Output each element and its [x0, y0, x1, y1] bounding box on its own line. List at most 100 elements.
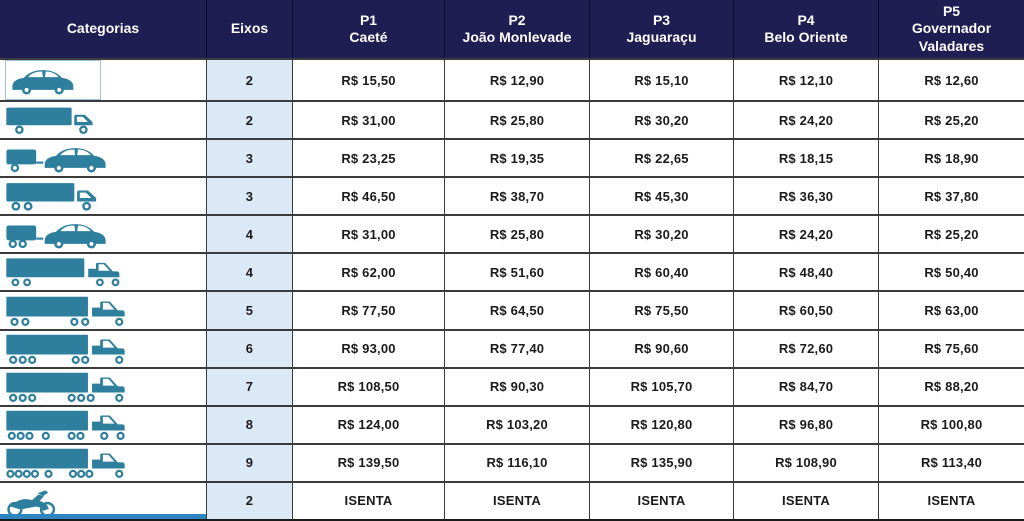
toll-value-cell: R$ 25,80 — [445, 102, 590, 139]
category-cell — [0, 178, 207, 215]
car-trailer-2-icon — [5, 217, 143, 251]
toll-value-cell: R$ 90,60 — [590, 330, 734, 367]
truck-3-icon — [5, 179, 107, 213]
toll-value-cell: R$ 30,20 — [590, 216, 734, 253]
toll-value-cell: R$ 25,80 — [445, 216, 590, 253]
plaza-header-p3: P3 Jaguaraçu — [590, 0, 734, 58]
plaza-name: João Monlevade — [462, 29, 572, 45]
plaza-name: Belo Oriente — [764, 29, 848, 45]
plaza-name: Caeté — [349, 29, 388, 45]
eixos-cell: 7 — [207, 368, 293, 405]
plaza-code: P1 — [359, 11, 378, 28]
toll-value-cell: R$ 37,80 — [924, 188, 979, 204]
header-categorias: Categorias — [0, 0, 207, 58]
table-row: 2 ISENTA ISENTA ISENTA ISENTA ISENTA — [0, 480, 1024, 520]
toll-value-cell: R$ 75,50 — [590, 292, 734, 329]
eixos-cell: 9 — [207, 444, 293, 481]
toll-value-cell: R$ 77,50 — [293, 292, 445, 329]
table-row: 9 R$ 139,50 R$ 116,10 R$ 135,90 R$ 108,90 R$… — [0, 442, 1024, 481]
eixos-cell: 4 — [207, 216, 293, 253]
category-cell — [0, 444, 207, 481]
toll-value-cell: R$ 25,20 — [924, 226, 979, 242]
toll-value-cell: ISENTA — [293, 482, 445, 520]
toll-value-cell: R$ 51,60 — [445, 254, 590, 291]
toll-value-cell: R$ 108,90 — [734, 444, 879, 481]
toll-value-cell: R$ 60,40 — [590, 254, 734, 291]
table-row: 3 R$ 46,50 R$ 38,70 R$ 45,30 R$ 36,30 R$ 37,… — [0, 176, 1024, 215]
eixos-cell: 2 — [207, 482, 293, 520]
plaza-code: P3 — [652, 11, 671, 28]
toll-value-cell: R$ 124,00 — [293, 406, 445, 443]
toll-value-cell: R$ 30,20 — [590, 102, 734, 139]
semi-5-icon — [5, 294, 153, 328]
table-row: 6 R$ 93,00 R$ 77,40 R$ 90,60 R$ 72,60 R$ 75,… — [0, 328, 1024, 367]
category-cell — [0, 254, 207, 291]
toll-value-cell: R$ 62,00 — [293, 254, 445, 291]
table-row: 5 R$ 77,50 R$ 64,50 R$ 75,50 R$ 60,50 R$ 63,… — [0, 290, 1024, 329]
toll-value-cell: R$ 60,50 — [734, 292, 879, 329]
semi-7-icon — [5, 370, 177, 404]
truck-2-icon — [5, 103, 103, 137]
toll-value-cell: R$ 31,00 — [293, 102, 445, 139]
eixos-cell: 8 — [207, 406, 293, 443]
category-cell — [0, 406, 207, 443]
toll-value-cell: R$ 12,60 — [924, 72, 979, 88]
toll-value-cell: R$ 18,15 — [734, 140, 879, 177]
category-cell — [0, 482, 207, 520]
eixos-cell: 3 — [207, 178, 293, 215]
toll-value-cell: R$ 24,20 — [734, 216, 879, 253]
plaza-name: Governador Valadares — [911, 20, 992, 54]
plaza-header-p5: P5 Governador Valadares — [879, 0, 1024, 58]
toll-value-cell: R$ 88,20 — [924, 379, 979, 395]
category-cell — [0, 216, 207, 253]
toll-value-cell: R$ 113,40 — [920, 455, 983, 471]
eixos-cell: 2 — [207, 102, 293, 139]
toll-value-cell: R$ 12,10 — [734, 60, 879, 100]
plaza-code: P4 — [797, 11, 815, 28]
header-eixos-label: Eixos — [230, 20, 269, 37]
toll-value-cell: R$ 12,90 — [445, 60, 590, 100]
toll-value-cell: R$ 77,40 — [445, 330, 590, 367]
car-trailer-1-icon — [5, 141, 139, 175]
toll-value-cell: R$ 25,20 — [924, 112, 979, 128]
toll-value-cell: ISENTA — [734, 482, 879, 520]
toll-value-cell: R$ 36,30 — [734, 178, 879, 215]
toll-value-cell: R$ 72,60 — [734, 330, 879, 367]
toll-value-cell: ISENTA — [927, 493, 976, 509]
eixos-cell: 2 — [207, 60, 293, 100]
category-cell — [0, 330, 207, 367]
plaza-header-p2: P2 João Monlevade — [445, 0, 590, 58]
plaza-header-p1: P1 Caeté — [293, 0, 445, 58]
toll-value-cell: R$ 31,00 — [293, 216, 445, 253]
toll-value-cell: R$ 24,20 — [734, 102, 879, 139]
toll-value-cell: R$ 139,50 — [293, 444, 445, 481]
toll-value-cell: R$ 48,40 — [734, 254, 879, 291]
toll-value-cell: R$ 108,50 — [293, 368, 445, 405]
toll-value-cell: R$ 103,20 — [445, 406, 590, 443]
car-icon — [5, 60, 101, 100]
toll-value-cell: R$ 23,25 — [293, 140, 445, 177]
plaza-code: P5 — [942, 3, 961, 20]
toll-value-cell: R$ 64,50 — [445, 292, 590, 329]
toll-value-cell: R$ 18,90 — [924, 150, 979, 166]
table-row: 4 R$ 31,00 R$ 25,80 R$ 30,20 R$ 24,20 R$ 25,… — [0, 214, 1024, 253]
bottom-strip — [0, 514, 206, 520]
toll-value-cell: R$ 93,00 — [293, 330, 445, 367]
motorcycle-icon — [5, 484, 69, 518]
toll-value-cell: R$ 96,80 — [734, 406, 879, 443]
toll-value-cell: R$ 120,80 — [590, 406, 734, 443]
table-row: 4 R$ 62,00 R$ 51,60 R$ 60,40 R$ 48,40 R$ 50,… — [0, 252, 1024, 291]
plaza-code: P2 — [508, 11, 526, 28]
plaza-name: Jaguaraçu — [626, 29, 697, 45]
toll-value-cell: R$ 22,65 — [590, 140, 734, 177]
toll-value-cell: R$ 75,60 — [924, 341, 979, 357]
table-row: 2 R$ 15,50 R$ 12,90 R$ 15,10 R$ 12,10 R$ 12,… — [0, 58, 1024, 100]
semi-8-icon — [5, 408, 187, 442]
toll-value-cell: R$ 116,10 — [445, 444, 590, 481]
category-cell — [0, 60, 207, 100]
eixos-cell: 6 — [207, 330, 293, 367]
table-row: 7 R$ 108,50 R$ 90,30 R$ 105,70 R$ 84,70 R$ 8… — [0, 366, 1024, 405]
category-cell — [0, 102, 207, 139]
toll-value-cell: R$ 50,40 — [924, 264, 979, 280]
